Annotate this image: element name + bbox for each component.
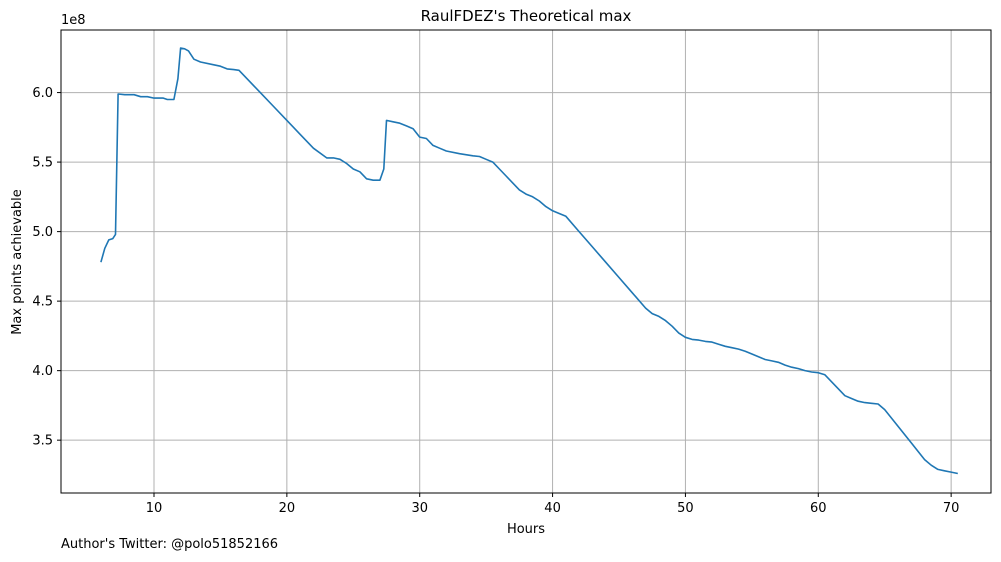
y-tick-label: 5.5 xyxy=(32,156,53,171)
y-axis-label: Max points achievable xyxy=(10,189,25,335)
x-axis: 10 20 30 40 50 60 70 xyxy=(146,493,960,516)
author-footnote: Author's Twitter: @polo51852166 xyxy=(61,537,279,552)
x-tick-label: 40 xyxy=(544,501,561,516)
chart-title: RaulFDEZ's Theoretical max xyxy=(421,7,632,25)
x-tick-label: 30 xyxy=(411,501,428,516)
x-tick-label: 20 xyxy=(279,501,296,516)
y-tick-label: 5.0 xyxy=(32,225,53,240)
x-tick-label: 50 xyxy=(677,501,694,516)
y-tick-label: 6.0 xyxy=(32,86,53,101)
y-tick-label: 3.5 xyxy=(32,434,53,449)
x-tick-label: 70 xyxy=(943,501,960,516)
x-tick-label: 10 xyxy=(146,501,163,516)
y-tick-label: 4.0 xyxy=(32,364,53,379)
y-tick-label: 4.5 xyxy=(32,295,53,310)
grid-lines xyxy=(61,30,991,493)
x-tick-label: 60 xyxy=(810,501,827,516)
x-axis-label: Hours xyxy=(507,522,545,537)
y-axis: 3.5 4.0 4.5 5.0 5.5 6.0 xyxy=(32,86,61,449)
series-line xyxy=(100,47,958,475)
series-line-group xyxy=(100,47,958,475)
plot-frame xyxy=(60,29,992,494)
y-offset-label: 1e8 xyxy=(61,13,86,28)
